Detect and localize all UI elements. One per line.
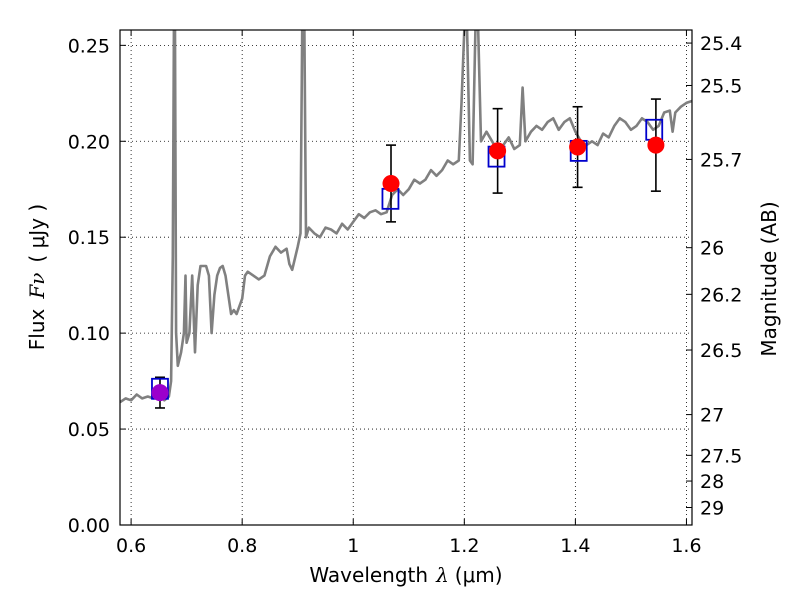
x-axis-label: Wavelength λ (μm) [309, 563, 502, 587]
x-tick-label: 1.6 [671, 535, 701, 557]
x-tick-label: 1.4 [560, 535, 590, 557]
model-photometry-squares [151, 118, 664, 400]
x-tick-label: 0.6 [116, 535, 146, 557]
right-tick-label: 27.5 [700, 445, 742, 467]
plot-frame [119, 29, 693, 526]
right-tick-label: 26.5 [700, 340, 742, 362]
grid [120, 30, 692, 526]
observed-point [382, 174, 400, 192]
observed-point [647, 136, 665, 154]
right-tick-label: 28 [700, 471, 724, 493]
y-axis-label: FluxFν( μJy ) [25, 204, 49, 350]
y-axis-ticks: 0.00 0.05 0.10 0.15 0.20 0.25 [68, 35, 126, 537]
right-tick-label: 27 [700, 405, 724, 427]
y-tick-label: 0.00 [68, 515, 110, 537]
y-tick-label: 0.05 [68, 419, 110, 441]
observed-point [569, 138, 587, 156]
model-spectrum [120, 30, 692, 404]
right-axis-label: Magnitude (AB) [757, 201, 781, 356]
x-tick-label: 0.8 [227, 535, 257, 557]
y-tick-label: 0.20 [68, 131, 110, 153]
right-axis-ticks: 25.4 25.5 25.7 26 26.2 26.5 27 27.5 28 29 [686, 33, 742, 520]
observed-point [489, 142, 507, 160]
x-axis-ticks: 0.6 0.8 1 1.2 1.4 1.6 [116, 30, 702, 557]
x-tick-label: 1 [347, 535, 359, 557]
x-tick-label: 1.2 [449, 535, 479, 557]
y-tick-label: 0.25 [68, 35, 110, 57]
right-tick-label: 29 [700, 498, 724, 520]
right-tick-label: 25.5 [700, 75, 742, 97]
spectrum-line [120, 30, 692, 404]
right-tick-label: 26 [700, 238, 724, 260]
y-tick-label: 0.10 [68, 323, 110, 345]
right-tick-label: 26.2 [700, 284, 742, 306]
right-tick-label: 25.4 [700, 33, 742, 55]
y-tick-label: 0.15 [68, 227, 110, 249]
observed-photometry-points [151, 136, 665, 402]
observed-point [151, 384, 169, 402]
right-tick-label: 25.7 [700, 149, 742, 171]
